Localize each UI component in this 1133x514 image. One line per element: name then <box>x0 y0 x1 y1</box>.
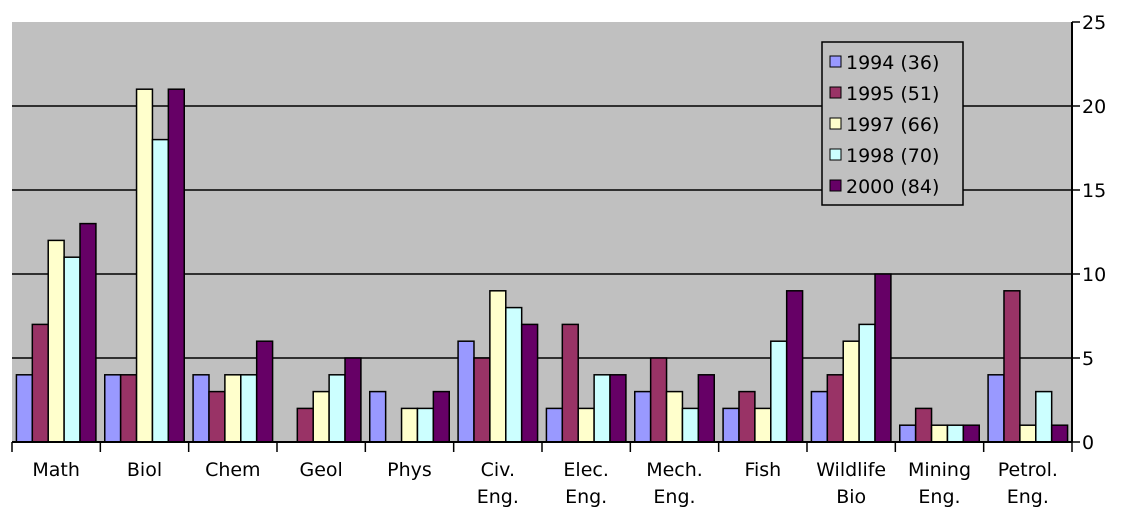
bar <box>167 88 186 443</box>
bar <box>416 407 435 443</box>
bar <box>785 290 804 443</box>
legend-swatch <box>829 55 842 68</box>
bar <box>899 424 917 443</box>
legend: 1994 (36) 1995 (51) 1997 (66) 1998 (70) 2000… <box>821 41 964 206</box>
bar <box>609 374 627 443</box>
bar <box>312 390 330 443</box>
bar <box>520 323 539 443</box>
bar <box>962 424 980 443</box>
x-tick-label: Wildlife Bio <box>816 459 886 508</box>
bar <box>593 374 611 443</box>
bar <box>634 390 652 443</box>
y-tick-label: 0 <box>1082 432 1094 454</box>
bar <box>810 390 829 443</box>
legend-swatch <box>829 86 842 99</box>
bar <box>369 390 387 443</box>
x-tick-label: Fish <box>744 459 781 481</box>
bar <box>561 323 579 443</box>
bar <box>119 374 138 443</box>
bar <box>722 407 740 443</box>
bar <box>400 407 419 443</box>
bar <box>135 88 154 443</box>
bar <box>505 306 523 443</box>
bar <box>344 357 362 443</box>
y-tick-label: 15 <box>1082 180 1106 202</box>
bar <box>874 273 892 443</box>
bar <box>224 374 242 443</box>
x-tick-label: Math <box>32 459 80 481</box>
bar <box>858 323 876 443</box>
x-tick-label: Civ. Eng. <box>477 459 519 508</box>
x-tick-label: Phys <box>387 459 432 481</box>
legend-swatch <box>829 148 842 161</box>
bar <box>1035 390 1053 443</box>
bar <box>987 374 1005 443</box>
bar <box>457 340 475 443</box>
y-tick-label: 25 <box>1082 12 1106 34</box>
bar <box>296 407 314 443</box>
y-tick-label: 5 <box>1082 348 1094 370</box>
bar <box>1050 424 1069 443</box>
x-tick-label: Elec. Eng. <box>563 459 608 508</box>
bar <box>842 340 860 443</box>
bar <box>328 374 346 443</box>
bar <box>208 390 226 443</box>
bar <box>104 374 122 443</box>
legend-label: 1994 (36) <box>846 52 939 74</box>
bar <box>240 374 258 443</box>
bar <box>489 290 507 443</box>
bar <box>15 374 34 443</box>
x-tick-label: Chem <box>205 459 261 481</box>
bar <box>738 390 756 443</box>
legend-label: 1995 (51) <box>846 83 939 105</box>
legend-swatch <box>829 117 842 130</box>
bar <box>47 239 65 443</box>
bar <box>192 374 210 443</box>
bar <box>545 407 564 443</box>
bar <box>665 390 684 443</box>
bar <box>151 138 170 443</box>
legend-label: 1998 (70) <box>846 145 939 167</box>
bar <box>577 407 595 443</box>
bar <box>1019 424 1037 443</box>
bar <box>914 407 933 443</box>
legend-box <box>821 41 964 206</box>
x-tick-label: Mining Eng. <box>908 459 971 508</box>
bar <box>63 256 81 443</box>
bar <box>754 407 772 443</box>
bar <box>432 390 451 443</box>
bar <box>697 374 715 443</box>
x-tick-label: Petrol. Eng. <box>998 459 1058 508</box>
bar <box>473 357 491 443</box>
bar <box>79 222 97 443</box>
x-tick-label: Biol <box>127 459 162 481</box>
bar <box>31 323 49 443</box>
y-tick-label: 10 <box>1082 264 1106 286</box>
bar <box>681 407 700 443</box>
y-tick-label: 20 <box>1082 96 1106 118</box>
bar <box>1003 290 1021 443</box>
x-tick-label: Geol <box>300 459 343 481</box>
legend-label: 2000 (84) <box>846 176 939 198</box>
legend-label: 1997 (66) <box>846 114 939 136</box>
bar <box>770 340 788 443</box>
bar <box>826 374 844 443</box>
bar <box>946 424 965 443</box>
x-tick-label: Mech. Eng. <box>646 459 703 508</box>
bar <box>255 340 274 443</box>
legend-swatch <box>829 179 842 192</box>
bar <box>930 424 949 443</box>
bar <box>649 357 668 443</box>
